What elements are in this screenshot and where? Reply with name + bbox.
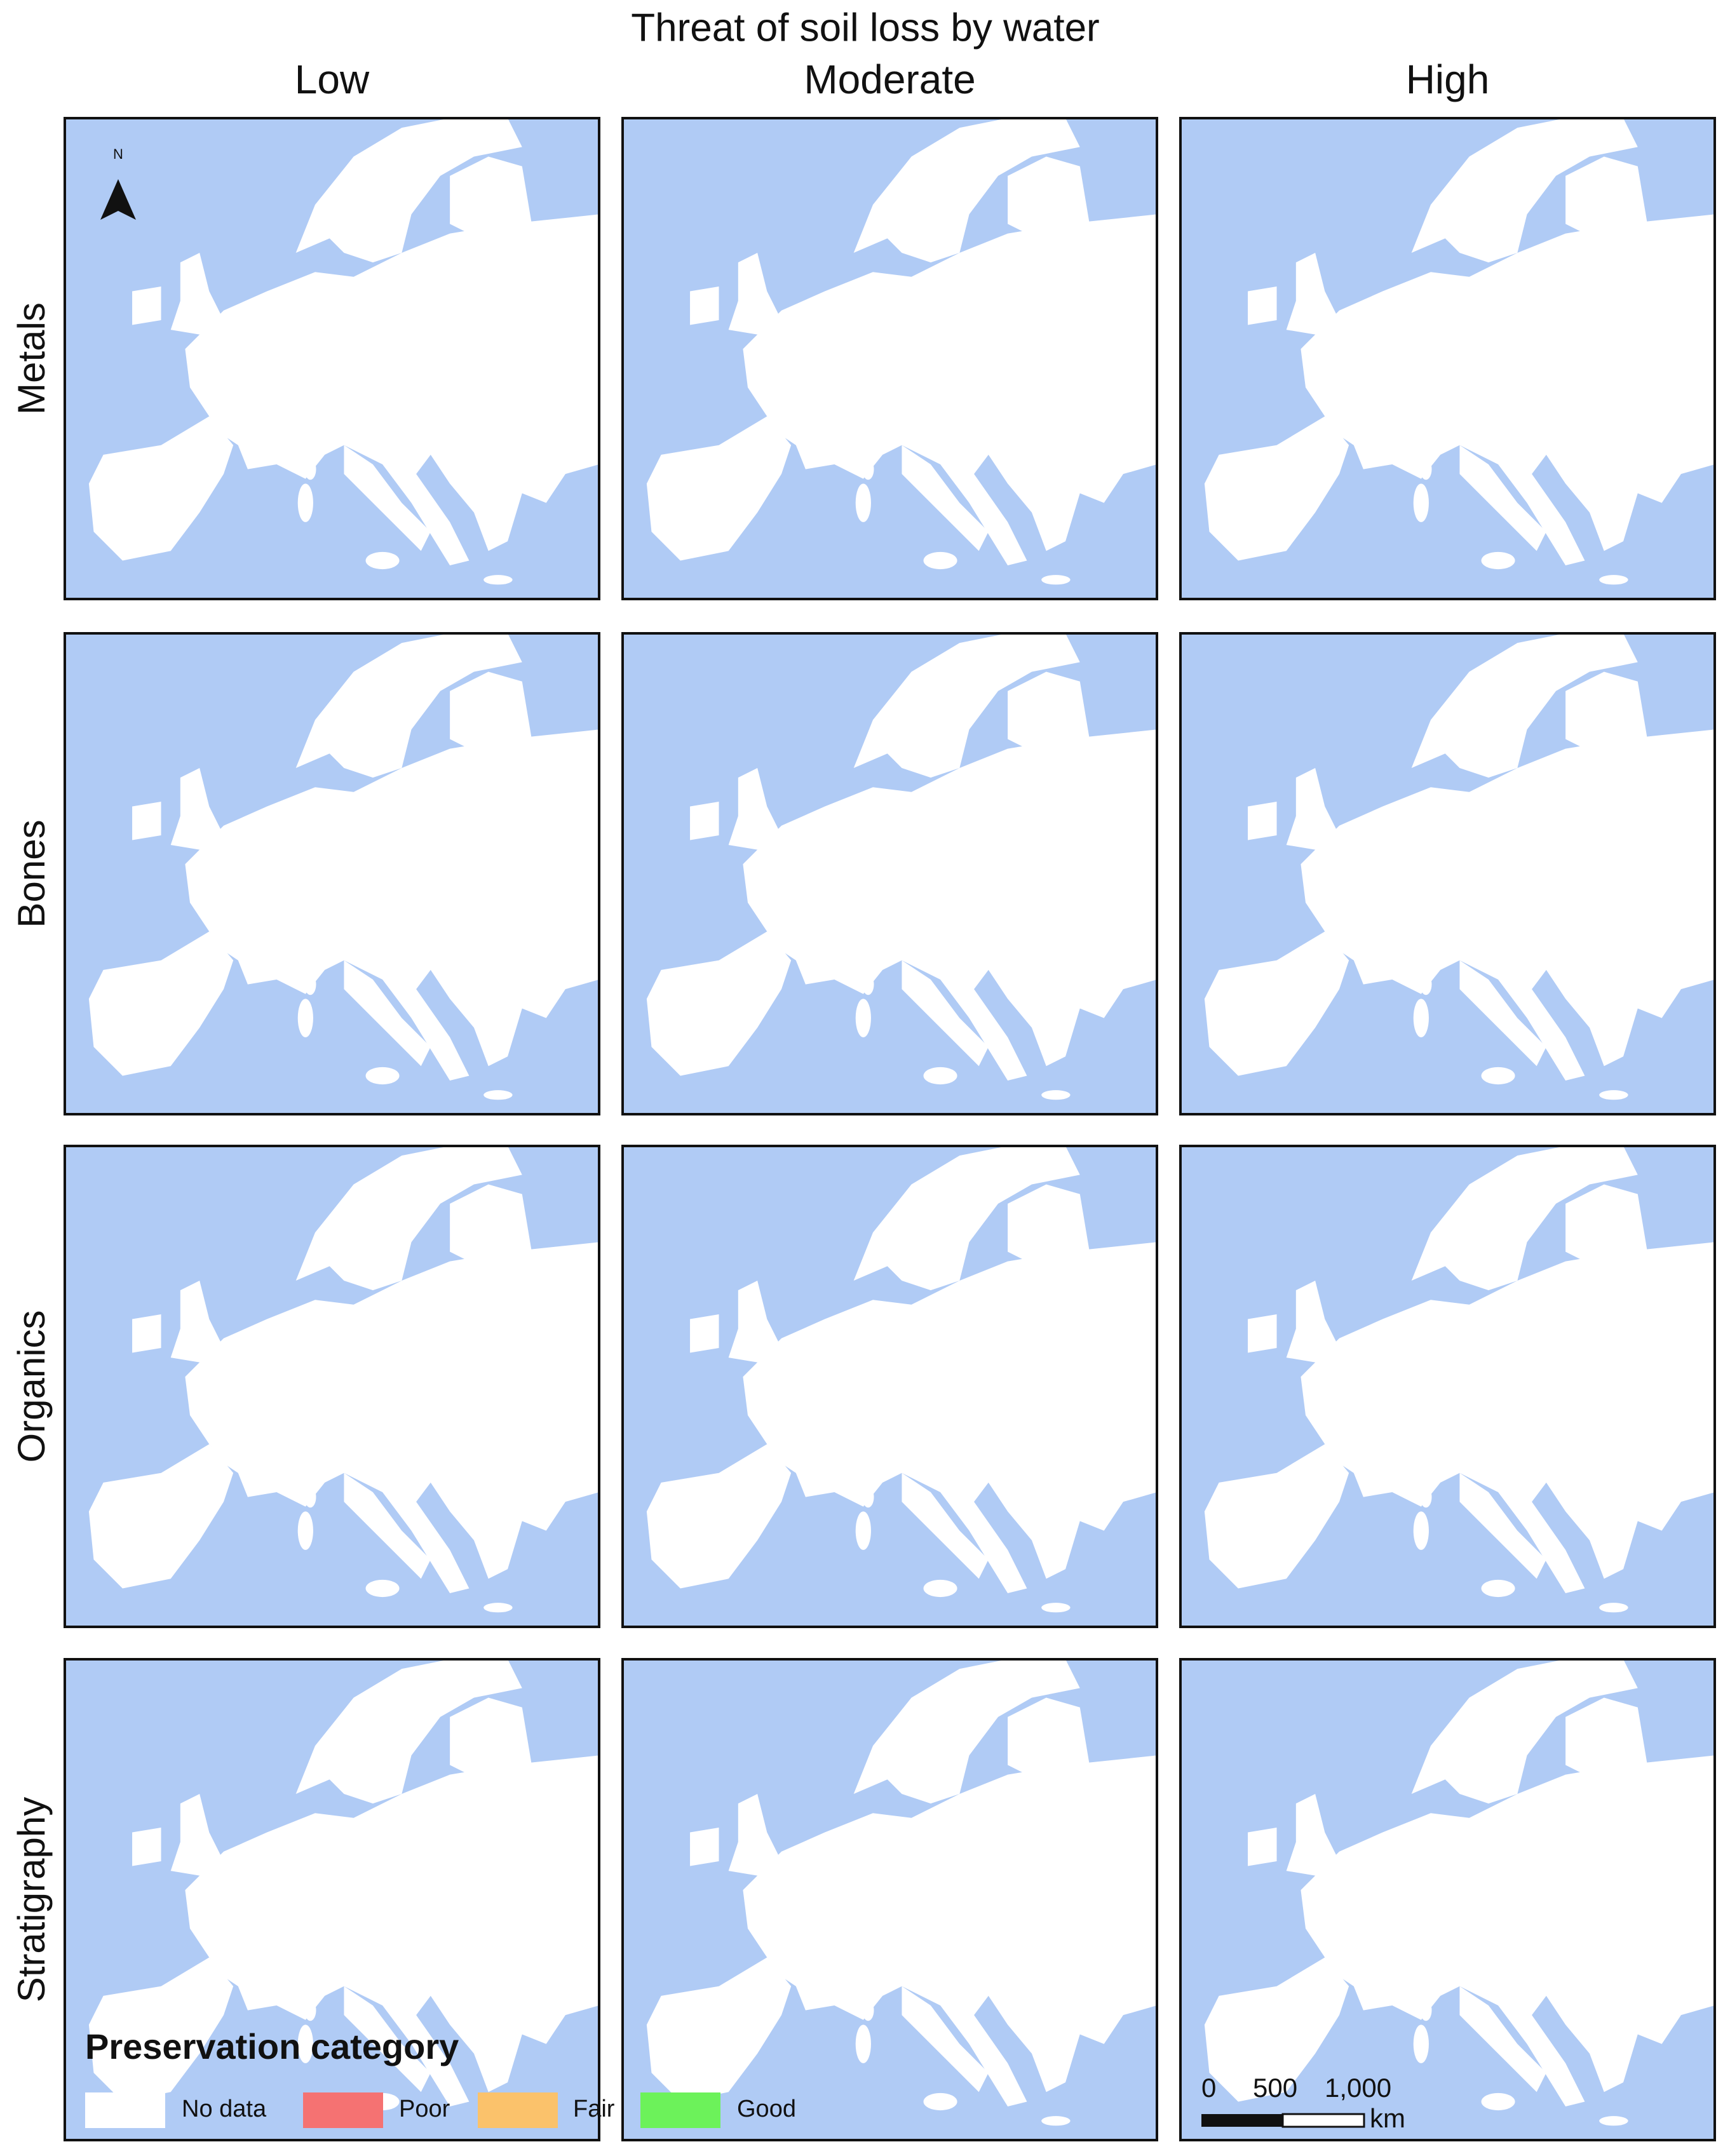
map-panel — [65, 1146, 599, 1627]
map-panel — [65, 633, 599, 1133]
texture-patch — [321, 1114, 341, 1130]
map-panel — [1180, 633, 1715, 1114]
figure-title: Threat of soil loss by water — [631, 6, 1099, 50]
texture-patch — [597, 1484, 599, 1502]
map-panel — [65, 118, 599, 609]
texture-patch — [598, 1398, 599, 1412]
texture-patch — [537, 598, 558, 609]
texture-patch — [598, 245, 599, 257]
texture-patch — [598, 1597, 599, 1613]
texture-patch — [598, 1462, 599, 1478]
map-panel — [1180, 118, 1715, 599]
map-panel — [623, 118, 1157, 599]
map-panel — [623, 633, 1157, 1114]
texture-patch — [598, 1197, 599, 1211]
texture-patch — [598, 354, 599, 375]
texture-patch — [598, 417, 599, 428]
texture-patch — [429, 1114, 449, 1126]
texture-patch — [234, 1114, 246, 1133]
panel-grid — [65, 118, 1715, 2140]
